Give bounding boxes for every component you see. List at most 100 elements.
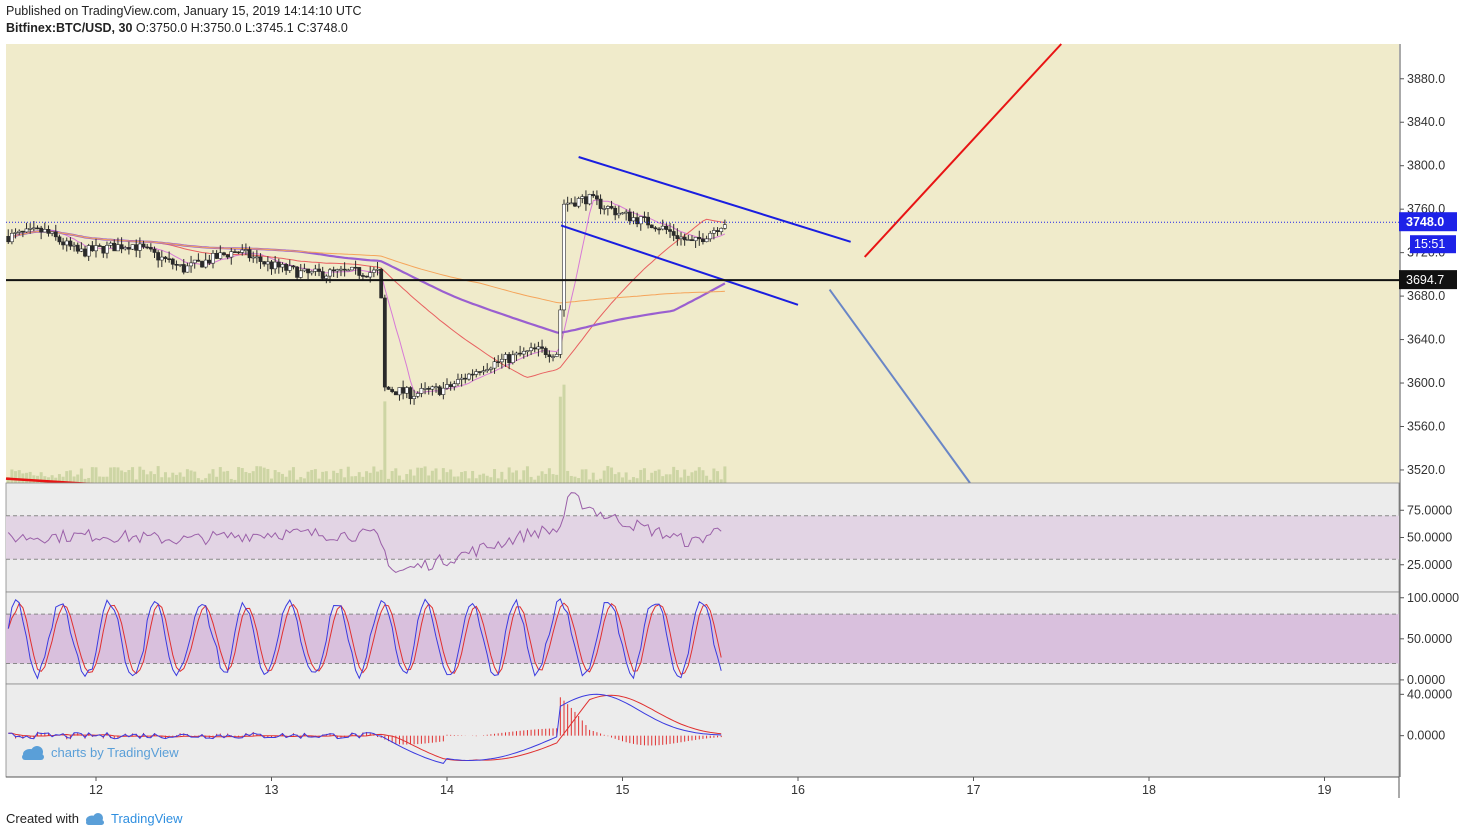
volume-bar	[280, 473, 284, 483]
channel-lower-line	[560, 224, 799, 306]
volume-bar	[134, 479, 138, 483]
candle-body	[576, 198, 581, 207]
footer-brand[interactable]: TradingView	[110, 811, 183, 826]
candle-body	[642, 216, 647, 218]
volume-bar	[471, 470, 475, 483]
volume-bar	[266, 468, 270, 483]
volume-bar	[50, 475, 54, 483]
volume-bar	[25, 472, 29, 483]
candle-body	[492, 361, 497, 369]
volume-bar	[460, 472, 464, 483]
candle-body	[24, 228, 29, 233]
volume-bar	[90, 467, 94, 483]
volume-bar	[569, 475, 573, 483]
volume-bar	[708, 479, 712, 483]
candle-body	[116, 244, 120, 252]
volume-bars	[6, 384, 727, 483]
candle-body	[649, 224, 654, 229]
candle-body	[452, 383, 457, 387]
candle-body	[697, 236, 702, 240]
candle-body	[719, 227, 724, 233]
candle-body	[701, 238, 705, 243]
candle-body	[499, 358, 504, 363]
candle-body	[423, 388, 427, 390]
volume-bar	[690, 472, 694, 483]
volume-bar	[507, 467, 511, 483]
volume-bar	[584, 469, 588, 483]
candle-body	[434, 386, 438, 389]
volume-bar	[642, 468, 646, 483]
candle-body	[83, 248, 87, 257]
candle-body	[547, 354, 552, 357]
volume-bar	[610, 467, 614, 483]
candle-body	[163, 256, 168, 259]
volume-bar	[368, 472, 372, 483]
volume-bar	[613, 474, 617, 483]
candle-body	[324, 275, 329, 279]
candle-body	[408, 387, 413, 399]
candle-body	[616, 212, 621, 216]
volume-bar	[244, 471, 248, 483]
price-axis[interactable]: 3520.03560.03600.03640.03680.03720.03760…	[1399, 44, 1473, 777]
candle-body	[145, 246, 150, 249]
volume-bar	[105, 476, 109, 483]
volume-bar	[153, 474, 156, 483]
volume-bar	[562, 384, 566, 483]
candle-body	[75, 244, 80, 252]
candle-body	[20, 230, 25, 233]
volume-bar	[255, 466, 259, 483]
volume-bar	[54, 477, 58, 483]
volume-bar	[156, 466, 160, 483]
candle-body	[229, 251, 234, 258]
indicator-panes[interactable]: 25.0000 50.0000 75.0000 0.0000 50.0000 100.00…	[5, 482, 1459, 778]
candle-body	[346, 269, 351, 272]
volume-bar	[423, 466, 427, 483]
volume-bar	[679, 477, 683, 483]
volume-bar	[357, 472, 361, 483]
time-tick-label: 17	[967, 783, 981, 797]
candle-body	[412, 395, 416, 399]
candle-body	[540, 346, 544, 349]
candle-body	[690, 239, 694, 242]
candle-body	[609, 206, 614, 209]
volume-bar	[138, 466, 142, 483]
macd-line	[8, 693, 722, 764]
volume-bar	[332, 470, 336, 483]
candle-body	[137, 243, 142, 251]
candle-body	[328, 269, 332, 277]
volume-bar	[653, 470, 657, 483]
indicator-band	[6, 515, 1399, 560]
candle-body	[225, 254, 230, 258]
volume-bar	[163, 472, 167, 483]
candle-body	[200, 261, 204, 268]
candle-body	[448, 384, 453, 387]
volume-bar	[489, 477, 493, 483]
volume-bar	[493, 469, 497, 483]
volume-bar	[628, 479, 632, 483]
candle-body	[13, 232, 18, 234]
symbol-label: Bitfinex:BTC/USD, 30	[6, 21, 133, 35]
volume-bar	[302, 478, 306, 483]
volume-bar	[61, 476, 65, 483]
candle-body	[94, 245, 98, 252]
price-pane[interactable]	[5, 43, 1399, 497]
candle-body	[386, 386, 391, 390]
candle-body	[335, 269, 340, 272]
candle-body	[393, 391, 398, 396]
indicator-band	[6, 614, 1399, 664]
time-tick-label: 15	[616, 783, 630, 797]
candle-body	[598, 198, 603, 209]
candle-body	[569, 202, 574, 205]
candle-body	[474, 371, 479, 375]
volume-bar	[697, 467, 701, 483]
time-axis[interactable]: 12 13 14 15 16 17 18 19	[6, 776, 1400, 798]
volume-bar	[672, 466, 676, 483]
candle-body	[675, 235, 680, 239]
volume-bar	[540, 471, 544, 483]
volume-bar	[701, 470, 705, 483]
volume-bar	[518, 479, 522, 483]
candle-body	[90, 245, 95, 252]
volume-bar	[200, 479, 204, 483]
candle-body	[181, 264, 186, 273]
